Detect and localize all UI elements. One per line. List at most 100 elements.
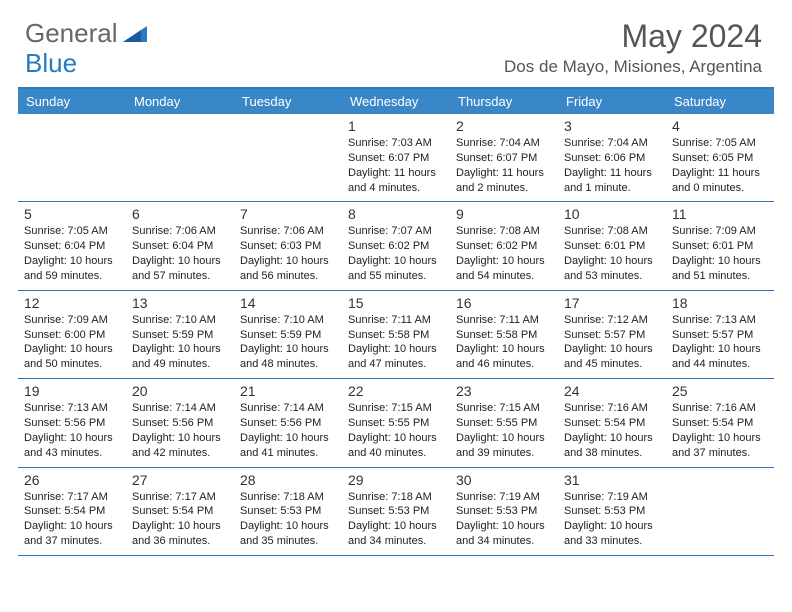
day-info: Sunrise: 7:15 AMSunset: 5:55 PMDaylight:…	[456, 401, 552, 460]
calendar-cell: 18 Sunrise: 7:13 AMSunset: 5:57 PMDayligh…	[666, 291, 774, 378]
calendar-cell: 3Sunrise: 7:04 AMSunset: 6:06 PMDaylight…	[558, 114, 666, 201]
day-info: Sunrise: 7:06 AMSunset: 6:03 PMDaylight:…	[240, 224, 336, 283]
day-number: 29	[348, 472, 444, 488]
day-info: Sunrise: 7:10 AMSunset: 5:59 PMDaylight:…	[240, 313, 336, 372]
day-info: Sunrise: 7:08 AMSunset: 6:01 PMDaylight:…	[564, 224, 660, 283]
day-number: 8	[348, 206, 444, 222]
calendar-week: 26 Sunrise: 7:17 AMSunset: 5:54 PMDayligh…	[18, 468, 774, 556]
day-number: 1	[348, 118, 444, 134]
calendar-cell: 6Sunrise: 7:06 AMSunset: 6:04 PMDaylight…	[126, 202, 234, 289]
day-number: 22	[348, 383, 444, 399]
calendar-cell	[666, 468, 774, 555]
day-number: 23	[456, 383, 552, 399]
day-info: Sunrise: 7:19 AMSunset: 5:53 PMDaylight:…	[456, 490, 552, 549]
month-title: May 2024	[504, 18, 762, 55]
day-info: Sunrise: 7:18 AMSunset: 5:53 PMDaylight:…	[348, 490, 444, 549]
calendar-cell: 9Sunrise: 7:08 AMSunset: 6:02 PMDaylight…	[450, 202, 558, 289]
day-number: 2	[456, 118, 552, 134]
calendar-cell: 5 Sunrise: 7:05 AMSunset: 6:04 PMDaylight…	[18, 202, 126, 289]
calendar-cell: 12 Sunrise: 7:09 AMSunset: 6:00 PMDayligh…	[18, 291, 126, 378]
day-info: Sunrise: 7:03 AMSunset: 6:07 PMDaylight:…	[348, 136, 444, 195]
calendar-cell: 20Sunrise: 7:14 AMSunset: 5:56 PMDayligh…	[126, 379, 234, 466]
day-number: 12	[24, 295, 120, 311]
calendar-cell: 16Sunrise: 7:11 AMSunset: 5:58 PMDayligh…	[450, 291, 558, 378]
day-number: 14	[240, 295, 336, 311]
day-number: 6	[132, 206, 228, 222]
calendar-cell: 8 Sunrise: 7:07 AMSunset: 6:02 PMDaylight…	[342, 202, 450, 289]
day-number: 19	[24, 383, 120, 399]
weekday-header: Tuesday	[234, 89, 342, 114]
day-number: 10	[564, 206, 660, 222]
day-info: Sunrise: 7:09 AMSunset: 6:01 PMDaylight:…	[672, 224, 768, 283]
brand-logo: General	[25, 18, 149, 49]
calendar-cell	[126, 114, 234, 201]
day-number: 21	[240, 383, 336, 399]
calendar-cell: 25Sunrise: 7:16 AMSunset: 5:54 PMDayligh…	[666, 379, 774, 466]
brand-part2: Blue	[25, 48, 77, 78]
day-info: Sunrise: 7:19 AMSunset: 5:53 PMDaylight:…	[564, 490, 660, 549]
day-info: Sunrise: 7:05 AMSunset: 6:05 PMDaylight:…	[672, 136, 768, 195]
day-number: 15	[348, 295, 444, 311]
day-number: 11	[672, 206, 768, 222]
day-number: 13	[132, 295, 228, 311]
day-info: Sunrise: 7:04 AMSunset: 6:07 PMDaylight:…	[456, 136, 552, 195]
weekday-header: Monday	[126, 89, 234, 114]
calendar-cell: 2 Sunrise: 7:04 AMSunset: 6:07 PMDaylight…	[450, 114, 558, 201]
day-number: 5	[24, 206, 120, 222]
calendar-week: 5 Sunrise: 7:05 AMSunset: 6:04 PMDaylight…	[18, 202, 774, 290]
day-info: Sunrise: 7:14 AMSunset: 5:56 PMDaylight:…	[132, 401, 228, 460]
page-header: General May 2024 Dos de Mayo, Misiones, …	[0, 0, 792, 79]
day-info: Sunrise: 7:17 AMSunset: 5:54 PMDaylight:…	[24, 490, 120, 549]
calendar-cell: 14 Sunrise: 7:10 AMSunset: 5:59 PMDayligh…	[234, 291, 342, 378]
calendar-cell: 23 Sunrise: 7:15 AMSunset: 5:55 PMDayligh…	[450, 379, 558, 466]
calendar-cell	[18, 114, 126, 201]
day-info: Sunrise: 7:13 AMSunset: 5:57 PMDaylight:…	[672, 313, 768, 372]
day-info: Sunrise: 7:05 AMSunset: 6:04 PMDaylight:…	[24, 224, 120, 283]
day-info: Sunrise: 7:11 AMSunset: 5:58 PMDaylight:…	[348, 313, 444, 372]
calendar-cell: 13 Sunrise: 7:10 AMSunset: 5:59 PMDayligh…	[126, 291, 234, 378]
day-number: 30	[456, 472, 552, 488]
calendar-cell: 27Sunrise: 7:17 AMSunset: 5:54 PMDayligh…	[126, 468, 234, 555]
day-number: 31	[564, 472, 660, 488]
calendar-cell: 31 Sunrise: 7:19 AMSunset: 5:53 PMDayligh…	[558, 468, 666, 555]
day-number: 26	[24, 472, 120, 488]
calendar-cell: 10 Sunrise: 7:08 AMSunset: 6:01 PMDayligh…	[558, 202, 666, 289]
day-number: 7	[240, 206, 336, 222]
day-number: 4	[672, 118, 768, 134]
location-text: Dos de Mayo, Misiones, Argentina	[504, 57, 762, 77]
day-info: Sunrise: 7:18 AMSunset: 5:53 PMDaylight:…	[240, 490, 336, 549]
calendar-cell: 1 Sunrise: 7:03 AMSunset: 6:07 PMDaylight…	[342, 114, 450, 201]
calendar-cell: 7 Sunrise: 7:06 AMSunset: 6:03 PMDaylight…	[234, 202, 342, 289]
day-info: Sunrise: 7:14 AMSunset: 5:56 PMDaylight:…	[240, 401, 336, 460]
day-number: 17	[564, 295, 660, 311]
day-info: Sunrise: 7:12 AMSunset: 5:57 PMDaylight:…	[564, 313, 660, 372]
day-number: 3	[564, 118, 660, 134]
calendar-cell: 21 Sunrise: 7:14 AMSunset: 5:56 PMDayligh…	[234, 379, 342, 466]
day-number: 18	[672, 295, 768, 311]
day-info: Sunrise: 7:13 AMSunset: 5:56 PMDaylight:…	[24, 401, 120, 460]
day-number: 9	[456, 206, 552, 222]
weekday-header-row: SundayMondayTuesdayWednesdayThursdayFrid…	[18, 89, 774, 114]
title-block: May 2024 Dos de Mayo, Misiones, Argentin…	[504, 18, 762, 77]
calendar-cell: 15 Sunrise: 7:11 AMSunset: 5:58 PMDayligh…	[342, 291, 450, 378]
day-info: Sunrise: 7:07 AMSunset: 6:02 PMDaylight:…	[348, 224, 444, 283]
calendar-week: 12 Sunrise: 7:09 AMSunset: 6:00 PMDayligh…	[18, 291, 774, 379]
day-number: 25	[672, 383, 768, 399]
weekday-header: Thursday	[450, 89, 558, 114]
day-number: 27	[132, 472, 228, 488]
calendar-cell: 22 Sunrise: 7:15 AMSunset: 5:55 PMDayligh…	[342, 379, 450, 466]
day-info: Sunrise: 7:10 AMSunset: 5:59 PMDaylight:…	[132, 313, 228, 372]
calendar-cell: 19 Sunrise: 7:13 AMSunset: 5:56 PMDayligh…	[18, 379, 126, 466]
day-info: Sunrise: 7:09 AMSunset: 6:00 PMDaylight:…	[24, 313, 120, 372]
calendar-cell: 28 Sunrise: 7:18 AMSunset: 5:53 PMDayligh…	[234, 468, 342, 555]
day-info: Sunrise: 7:15 AMSunset: 5:55 PMDaylight:…	[348, 401, 444, 460]
weekday-header: Friday	[558, 89, 666, 114]
calendar-cell: 17 Sunrise: 7:12 AMSunset: 5:57 PMDayligh…	[558, 291, 666, 378]
day-number: 24	[564, 383, 660, 399]
calendar-cell: 11 Sunrise: 7:09 AMSunset: 6:01 PMDayligh…	[666, 202, 774, 289]
day-info: Sunrise: 7:11 AMSunset: 5:58 PMDaylight:…	[456, 313, 552, 372]
calendar: SundayMondayTuesdayWednesdayThursdayFrid…	[18, 87, 774, 556]
day-number: 28	[240, 472, 336, 488]
weekday-header: Sunday	[18, 89, 126, 114]
calendar-cell: 30 Sunrise: 7:19 AMSunset: 5:53 PMDayligh…	[450, 468, 558, 555]
